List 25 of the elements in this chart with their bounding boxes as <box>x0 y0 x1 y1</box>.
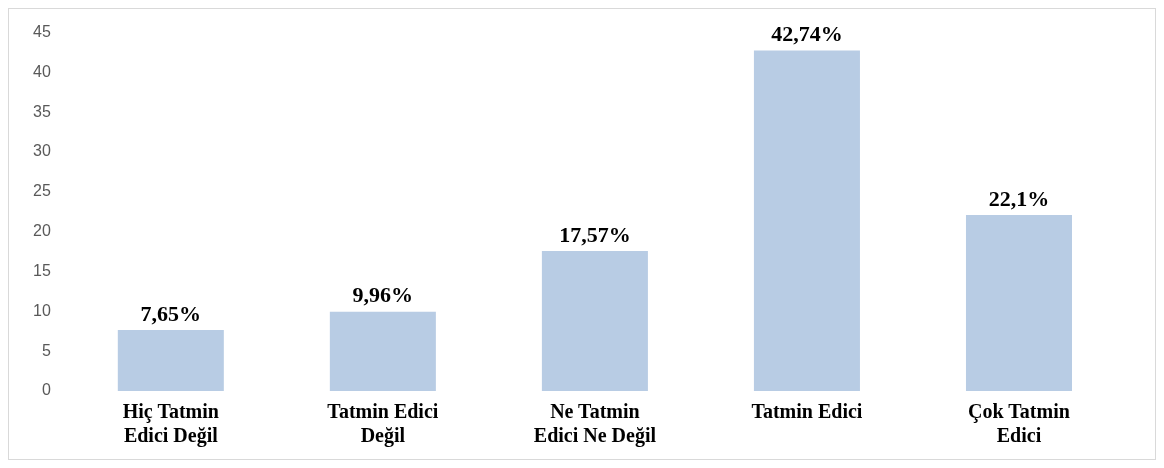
y-tick-label: 20 <box>33 222 51 240</box>
bar <box>753 50 860 391</box>
x-tick-label: Çok Tatmin Edici <box>968 400 1070 447</box>
data-label: 17,57% <box>559 221 631 247</box>
y-tick-label: 10 <box>33 301 51 319</box>
y-tick-label: 35 <box>33 102 51 120</box>
data-label: 42,74% <box>771 21 843 47</box>
x-tick-label: Tatmin Edici Değil <box>327 400 439 448</box>
data-label: 22,1% <box>988 185 1050 211</box>
y-tick-label: 30 <box>33 142 51 160</box>
bar <box>329 311 436 391</box>
x-tick-label: Tatmin Edici <box>751 400 863 423</box>
bar <box>541 251 648 391</box>
y-tick-label: 5 <box>41 341 51 359</box>
y-tick-label: 0 <box>41 381 51 399</box>
y-tick-label: 25 <box>33 182 51 200</box>
x-tick-label: Ne Tatmin Edici Ne Değil <box>533 400 657 448</box>
data-label: 7,65% <box>140 300 202 326</box>
data-label: 9,96% <box>352 282 414 308</box>
y-tick-label: 45 <box>33 23 51 41</box>
x-tick-label: Hiç Tatmin Edici Değil <box>122 400 219 448</box>
y-tick-label: 15 <box>33 261 51 279</box>
y-tick-label: 40 <box>33 62 51 80</box>
bar <box>965 214 1072 391</box>
bar <box>117 330 224 391</box>
